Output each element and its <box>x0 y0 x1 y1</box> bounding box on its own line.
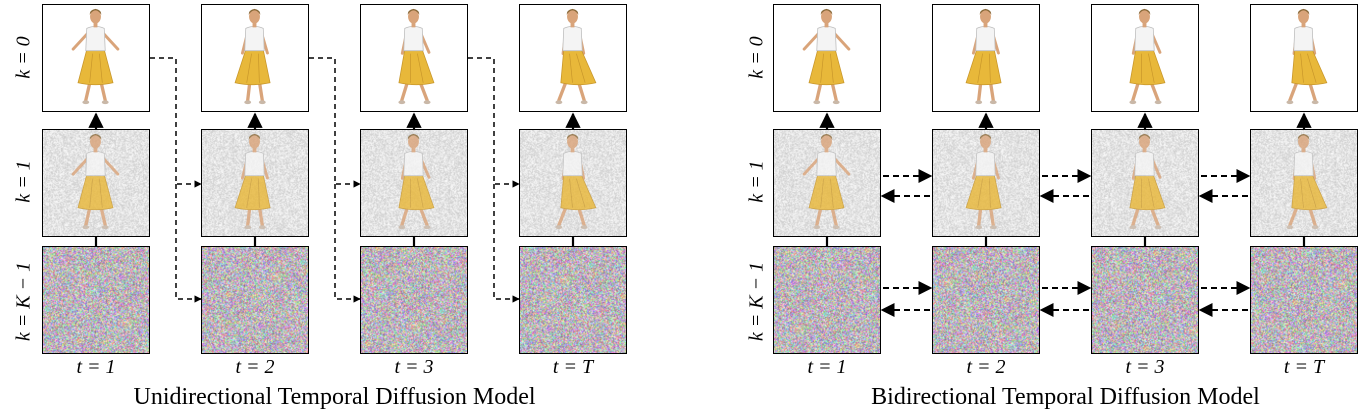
right-dancer-figure-col2 <box>1129 133 1166 230</box>
right-frame-row0-col1 <box>932 4 1040 112</box>
right-frame-row0-col0 <box>773 4 881 112</box>
left-col-label-tT: t = T <box>552 356 594 378</box>
left-dashed-arrow-k1-col0 <box>150 57 202 188</box>
right-row-label-kK: k = K − 1 <box>745 261 768 342</box>
right-dancer-figure-col1 <box>965 8 1002 105</box>
right-noise-image-col0 <box>774 247 880 353</box>
left-frame-row0-col2 <box>360 4 468 112</box>
left-noise-image-col0 <box>43 247 149 353</box>
left-frame-row0-col0 <box>42 4 150 112</box>
right-col-label-tT: t = T <box>1283 356 1325 378</box>
right-frame-row2-col1 <box>932 246 1040 354</box>
left-dancer-figure-col0 <box>71 8 120 105</box>
left-frame-row2-col1 <box>201 246 309 354</box>
left-frame-row1-col2 <box>360 129 468 237</box>
left-dancer-figure-col2 <box>398 8 435 105</box>
left-frame-row0-col1 <box>201 4 309 112</box>
right-row-label-k0: k = 0 <box>745 36 768 79</box>
left-row-label-kK: k = K − 1 <box>12 261 35 342</box>
right-col-label-t2: t = 2 <box>966 356 1006 378</box>
left-row-label-k0: k = 0 <box>12 36 35 79</box>
left-dancer-figure-col1 <box>234 133 271 230</box>
right-dancer-figure-col0 <box>802 133 851 230</box>
left-col-label-t3: t = 3 <box>394 356 434 378</box>
right-col-label-t1: t = 1 <box>807 356 847 378</box>
right-col-label-t3: t = 3 <box>1125 356 1165 378</box>
right-frame-row1-col3 <box>1250 129 1358 237</box>
right-dancer-figure-col3 <box>1286 133 1328 230</box>
right-frame-row0-col2 <box>1091 4 1199 112</box>
right-dancer-figure-col1 <box>965 133 1002 230</box>
left-frame-row2-col0 <box>42 246 150 354</box>
left-noise-image-col3 <box>520 247 626 353</box>
left-dashed-arrow-kK-col0 <box>175 184 202 303</box>
right-frame-row1-col1 <box>932 129 1040 237</box>
right-noise-image-col3 <box>1251 247 1357 353</box>
left-row-label-k1: k = 1 <box>12 160 35 203</box>
left-noise-image-col2 <box>361 247 467 353</box>
left-dancer-figure-col3 <box>555 133 597 230</box>
right-frame-row2-col3 <box>1250 246 1358 354</box>
left-frame-row2-col3 <box>519 246 627 354</box>
left-frame-row1-col3 <box>519 129 627 237</box>
left-dancer-figure-col0 <box>71 133 120 230</box>
left-frame-row1-col0 <box>42 129 150 237</box>
left-dancer-figure-col2 <box>398 133 435 230</box>
right-dancer-figure-col2 <box>1129 8 1166 105</box>
left-dancer-figure-col3 <box>555 8 597 105</box>
right-caption: Bidirectional Temporal Diffusion Model <box>871 384 1260 410</box>
left-frame-row1-col1 <box>201 129 309 237</box>
right-noise-image-col2 <box>1092 247 1198 353</box>
left-col-label-t2: t = 2 <box>235 356 275 378</box>
right-dancer-figure-col0 <box>802 8 851 105</box>
left-frame-row0-col3 <box>519 4 627 112</box>
left-caption: Unidirectional Temporal Diffusion Model <box>133 384 536 410</box>
left-dashed-arrow-k1-col2 <box>468 57 520 188</box>
left-dancer-figure-col1 <box>234 8 271 105</box>
left-noise-image-col1 <box>202 247 308 353</box>
right-dancer-figure-col3 <box>1286 8 1328 105</box>
right-noise-image-col1 <box>933 247 1039 353</box>
left-dashed-arrow-kK-col1 <box>334 184 361 303</box>
right-frame-row2-col0 <box>773 246 881 354</box>
right-frame-row1-col2 <box>1091 129 1199 237</box>
right-row-label-k1: k = 1 <box>745 160 768 203</box>
right-frame-row2-col2 <box>1091 246 1199 354</box>
right-frame-row1-col0 <box>773 129 881 237</box>
left-col-label-t1: t = 1 <box>76 356 116 378</box>
left-frame-row2-col2 <box>360 246 468 354</box>
right-frame-row0-col3 <box>1250 4 1358 112</box>
left-dashed-arrow-k1-col1 <box>309 57 361 188</box>
left-dashed-arrow-kK-col2 <box>493 184 520 303</box>
